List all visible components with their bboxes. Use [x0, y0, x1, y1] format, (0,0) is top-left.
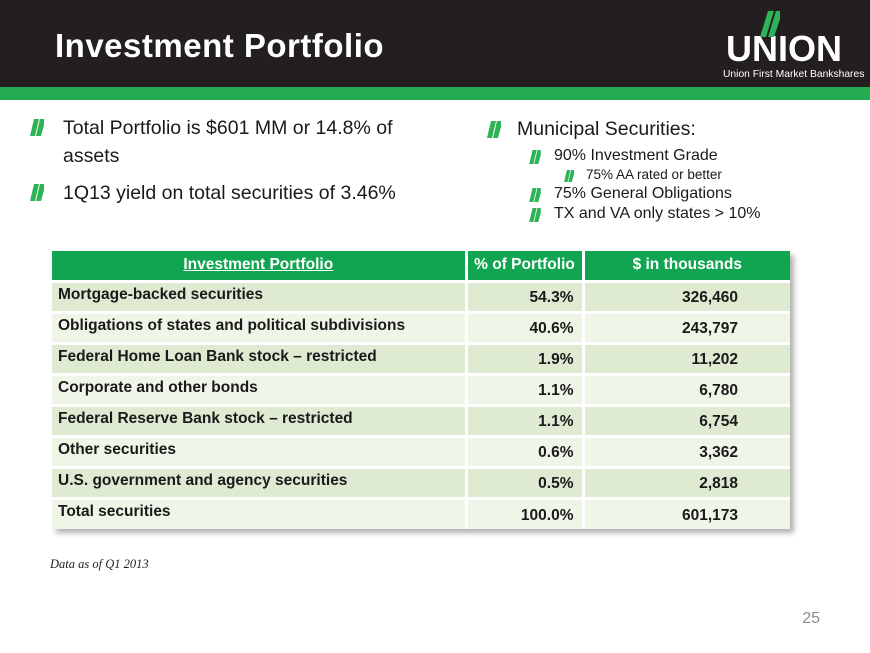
row-label: U.S. government and agency securities	[52, 467, 466, 500]
table-row: Mortgage-backed securities 54.3% 326,460	[52, 281, 790, 314]
row-label: Mortgage-backed securities	[52, 281, 466, 314]
row-pct: 40.6%	[464, 312, 583, 345]
row-label: Total securities	[52, 498, 466, 529]
right-bullet-list: Municipal Securities: 90% Investment Gra…	[487, 116, 857, 225]
bullet-text: Total Portfolio is $601 MM or 14.8% of a…	[63, 117, 393, 167]
table-row: Federal Reserve Bank stock – restricted …	[52, 405, 790, 438]
row-amount: 326,460	[581, 281, 790, 314]
chevron-bullet-icon	[564, 170, 574, 182]
header-investment-portfolio: Investment Portfolio	[52, 251, 466, 283]
header-pct-of-portfolio: % of Portfolio	[464, 251, 583, 283]
chevron-bullet-icon	[487, 121, 501, 138]
row-label: Federal Reserve Bank stock – restricted	[52, 405, 466, 438]
union-chevron-icon	[760, 11, 780, 37]
header-band: Investment Portfolio UNION Union First M…	[0, 0, 870, 87]
table-row: Other securities 0.6% 3,362	[52, 436, 790, 469]
bullet-text: 75% General Obligations	[554, 185, 732, 202]
left-bullet-list: Total Portfolio is $601 MM or 14.8% of a…	[30, 114, 450, 216]
row-pct: 100.0%	[464, 498, 583, 529]
row-label: Obligations of states and political subd…	[52, 312, 466, 345]
data-footnote: Data as of Q1 2013	[50, 557, 149, 571]
bullet-text: Municipal Securities:	[517, 118, 696, 140]
row-pct: 0.6%	[464, 436, 583, 469]
union-logo: UNION Union First Market Bankshares	[723, 10, 865, 80]
bullet-text: 90% Investment Grade	[554, 147, 718, 164]
bullet-text: 1Q13 yield on total securities of 3.46%	[63, 182, 396, 204]
bullet-text: TX and VA only states > 10%	[554, 205, 761, 222]
bullet-text: 75% AA rated or better	[586, 167, 722, 182]
row-amount: 11,202	[581, 343, 790, 376]
list-item: 90% Investment Grade	[487, 147, 857, 165]
table-row: Obligations of states and political subd…	[52, 312, 790, 345]
row-label: Corporate and other bonds	[52, 374, 466, 407]
list-item: TX and VA only states > 10%	[487, 205, 857, 223]
page-number: 25	[802, 610, 820, 627]
list-item: Total Portfolio is $601 MM or 14.8% of a…	[30, 114, 450, 170]
row-amount: 243,797	[581, 312, 790, 345]
header-dollars-in-thousands: $ in thousands	[581, 251, 790, 283]
row-pct: 1.1%	[464, 374, 583, 407]
row-amount: 3,362	[581, 436, 790, 469]
page-title: Investment Portfolio	[55, 27, 385, 64]
list-item: Municipal Securities:	[487, 116, 857, 142]
table-row: Corporate and other bonds 1.1% 6,780	[52, 374, 790, 407]
row-amount: 6,754	[581, 405, 790, 438]
row-pct: 54.3%	[464, 281, 583, 314]
list-item: 1Q13 yield on total securities of 3.46%	[30, 179, 450, 207]
chevron-bullet-icon	[30, 119, 44, 136]
table-row: U.S. government and agency securities 0.…	[52, 467, 790, 500]
chevron-bullet-icon	[529, 208, 541, 222]
chevron-bullet-icon	[529, 188, 541, 202]
list-item: 75% General Obligations	[487, 185, 857, 203]
chevron-bullet-icon	[30, 184, 44, 201]
table-row: Total securities 100.0% 601,173	[52, 498, 790, 529]
portfolio-table: Investment Portfolio % of Portfolio $ in…	[52, 251, 790, 529]
logo-wordmark: UNION	[726, 28, 842, 69]
table-row: Federal Home Loan Bank stock – restricte…	[52, 343, 790, 376]
list-item: 75% AA rated or better	[487, 167, 857, 183]
chevron-bullet-icon	[529, 150, 541, 164]
row-pct: 1.1%	[464, 405, 583, 438]
accent-stripe	[0, 87, 870, 100]
row-label: Federal Home Loan Bank stock – restricte…	[52, 343, 466, 376]
logo-tagline: Union First Market Bankshares	[723, 69, 865, 80]
table-header-row: Investment Portfolio % of Portfolio $ in…	[52, 251, 790, 283]
portfolio-table-container: Investment Portfolio % of Portfolio $ in…	[52, 251, 790, 529]
row-pct: 0.5%	[464, 467, 583, 500]
row-amount: 601,173	[581, 498, 790, 529]
row-pct: 1.9%	[464, 343, 583, 376]
row-amount: 2,818	[581, 467, 790, 500]
row-amount: 6,780	[581, 374, 790, 407]
row-label: Other securities	[52, 436, 466, 469]
